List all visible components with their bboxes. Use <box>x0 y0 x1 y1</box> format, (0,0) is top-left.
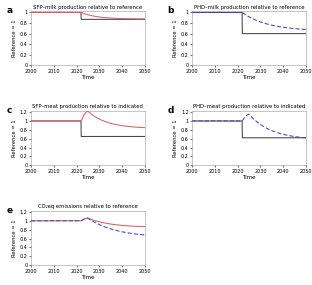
Y-axis label: Reference = 1: Reference = 1 <box>12 219 17 257</box>
Text: d: d <box>167 106 174 115</box>
Y-axis label: Reference = 1: Reference = 1 <box>12 119 17 157</box>
X-axis label: Time: Time <box>81 275 95 280</box>
X-axis label: Time: Time <box>81 75 95 80</box>
Text: e: e <box>6 206 12 215</box>
X-axis label: Time: Time <box>242 175 256 180</box>
X-axis label: Time: Time <box>242 75 256 80</box>
Title: PHD–milk production relative to reference: PHD–milk production relative to referenc… <box>194 5 304 10</box>
Title: SFP–milk production relative to reference: SFP–milk production relative to referenc… <box>33 5 143 10</box>
Text: a: a <box>6 6 12 15</box>
Title: SFP–meat production relative to indicated: SFP–meat production relative to indicate… <box>32 105 144 109</box>
Y-axis label: Reference = 1: Reference = 1 <box>12 20 17 57</box>
Text: b: b <box>167 6 174 15</box>
X-axis label: Time: Time <box>81 175 95 180</box>
Y-axis label: Reference = 1: Reference = 1 <box>173 119 178 157</box>
Title: PHD–meat production relative to indicated: PHD–meat production relative to indicate… <box>193 105 305 109</box>
Title: CO₂eq emissions relative to reference: CO₂eq emissions relative to reference <box>38 204 138 209</box>
Text: c: c <box>6 106 12 115</box>
Y-axis label: Reference = 1: Reference = 1 <box>173 20 178 57</box>
